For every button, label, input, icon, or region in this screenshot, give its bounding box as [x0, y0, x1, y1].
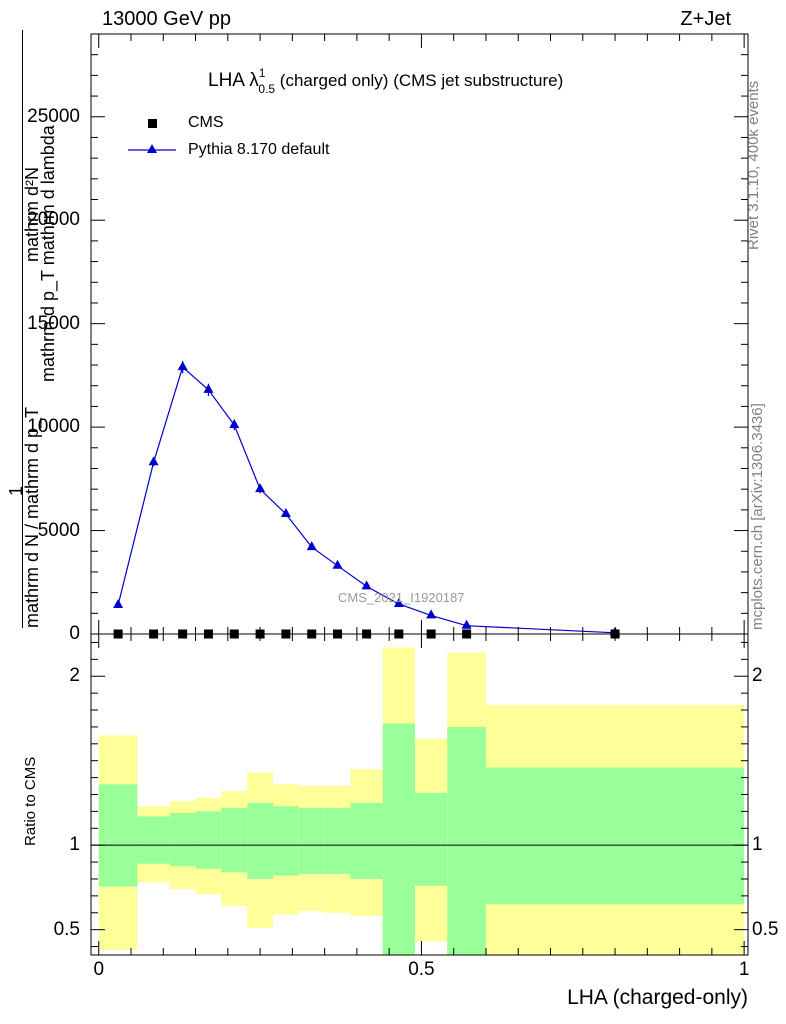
main-ylabel-fraction-bar	[22, 30, 23, 628]
main-ylabel-line1: mathrm d p_T mathrm d lambda	[38, 125, 58, 382]
ratio-band-inner-10	[382, 723, 415, 955]
pythia-point-4	[229, 419, 240, 429]
pythia-point-5	[255, 483, 266, 493]
ratio-band-inner-9	[350, 802, 383, 879]
ratio-band-inner-12	[447, 726, 486, 955]
beam-label: 13000 GeV pp	[102, 8, 231, 30]
ratio-band-inner-6	[272, 806, 299, 876]
pythia-point-1	[148, 456, 159, 466]
pythia-point-11	[426, 609, 437, 619]
ratio-ytick-label-left-0: 0.5	[53, 918, 80, 940]
main-ylabel-one: 1	[6, 485, 26, 496]
plot-title-rest: (charged only) (CMS jet substructure)	[275, 71, 564, 90]
ratio-band-inner-4	[221, 808, 248, 873]
ratio-xtick-label-2: 1	[738, 959, 750, 980]
watermark: CMS_2021_I1920187	[338, 590, 465, 605]
rivet-label: Rivet 3.1.10, 400k events	[745, 80, 762, 250]
ratio-band-inner-3	[195, 811, 222, 869]
main-ytick-label-5: 25000	[27, 105, 80, 127]
legend-marker-cms	[148, 119, 157, 128]
pythia-series	[113, 360, 621, 636]
main-ytick-label-4: 20000	[27, 209, 80, 231]
main-ylabel-line2: mathrm d N / mathrm d p_T	[22, 406, 42, 628]
ratio-band-inner-1	[137, 816, 170, 864]
ratio-xtick-label-1: 0.5	[408, 959, 435, 980]
pythia-point-12	[461, 619, 472, 629]
ratio-bands	[98, 647, 745, 955]
plot-title: LHA λ1 0.5 (charged only) (CMS jet substr…	[208, 66, 563, 96]
ratio-ytick-label-left-1: 1	[69, 834, 80, 856]
plot-title-sup: 1	[258, 66, 266, 80]
ratio-ylabel: Ratio to CMS	[22, 756, 39, 846]
main-ytick-label-1: 5000	[37, 519, 80, 541]
main-ytick-label-3: 15000	[27, 312, 80, 334]
pythia-point-10	[393, 598, 404, 607]
legend-marker-pythia	[147, 144, 157, 153]
ratio-xlabel: LHA (charged-only)	[567, 986, 748, 1009]
plot-title-main: LHA λ	[208, 70, 259, 91]
pythia-point-2	[177, 361, 188, 371]
ratio-band-inner-13	[485, 767, 745, 905]
ratio-band-inner-8	[324, 808, 351, 874]
pythia-point-0	[113, 599, 124, 609]
pythia-line	[117, 366, 616, 634]
ratio-ytick-label-left-2: 2	[69, 665, 80, 687]
ratio-band-inner-7	[298, 808, 325, 874]
pythia-point-7	[306, 541, 317, 551]
ratio-band-inner-2	[169, 813, 196, 867]
axis-ticks	[91, 33, 748, 955]
pythia-point-3	[203, 383, 214, 393]
main-ytick-label-0: 0	[69, 623, 80, 644]
ratio-band-inner-5	[247, 802, 273, 879]
ratio-band-inner-11	[414, 792, 448, 886]
plot-title-sub: 0.5	[258, 82, 276, 96]
pythia-point-6	[280, 508, 291, 517]
legend	[128, 119, 176, 153]
mcplots-label: mcplots.cern.ch [arXiv:1306.3436]	[749, 403, 766, 630]
ratio-xtick-label-0: 0	[93, 959, 105, 980]
pythia-point-8	[332, 559, 343, 569]
ratio-band-inner-0	[98, 784, 138, 887]
ratio-ytick-label-right-0: 0.5	[752, 918, 779, 940]
ratio-ytick-label-right-2: 2	[752, 665, 763, 687]
pythia-point-9	[361, 580, 372, 590]
legend-label-pythia: Pythia 8.170 default	[188, 141, 330, 158]
main-ytick-label-2: 10000	[27, 416, 80, 438]
process-label: Z+Jet	[680, 8, 731, 30]
ratio-ytick-label-right-1: 1	[752, 834, 763, 856]
legend-label-cms: CMS	[188, 114, 224, 131]
